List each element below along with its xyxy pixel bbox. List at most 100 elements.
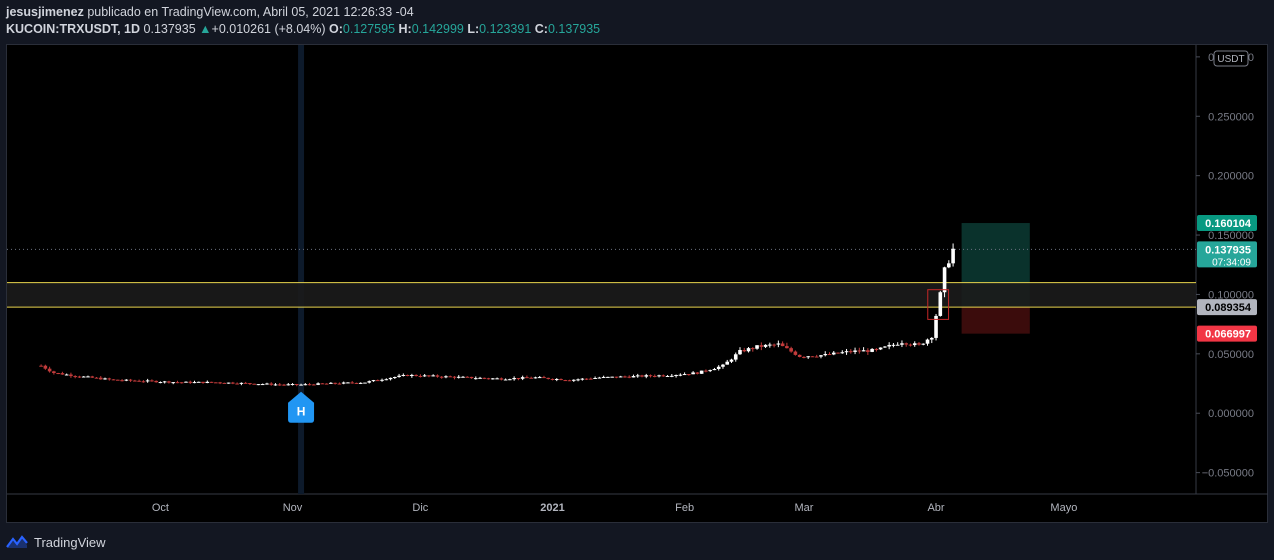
event-marker-label: H xyxy=(297,405,306,419)
candle xyxy=(836,352,840,354)
candle-body xyxy=(214,382,218,384)
candle-body xyxy=(103,378,107,380)
x-axis: Oct Nov Dic 2021 Feb Mar Abr Mayo xyxy=(152,502,1077,514)
candle-body xyxy=(546,377,551,379)
candle xyxy=(580,378,585,381)
candle xyxy=(286,382,291,386)
candle-body xyxy=(320,383,325,385)
candle-body xyxy=(883,346,887,348)
candle-body xyxy=(393,377,397,379)
candle-body xyxy=(891,344,896,346)
high-label: H: xyxy=(398,22,412,36)
candle-body xyxy=(231,382,235,384)
candle xyxy=(840,350,845,354)
candle xyxy=(184,381,188,383)
candle-body xyxy=(763,344,768,347)
candle-body xyxy=(840,352,845,354)
candle xyxy=(712,367,717,371)
candle-body xyxy=(154,380,158,383)
candle-body xyxy=(657,375,661,377)
candle xyxy=(116,379,120,381)
candle-body xyxy=(414,374,418,376)
candle xyxy=(60,371,65,375)
candle xyxy=(367,380,372,384)
candle-body xyxy=(802,356,806,358)
candle-body xyxy=(90,376,95,378)
candle xyxy=(542,375,546,379)
candle-body xyxy=(520,377,525,379)
candle xyxy=(196,381,201,383)
candle xyxy=(384,378,389,381)
candle xyxy=(303,383,308,386)
candle xyxy=(226,382,231,384)
candle xyxy=(942,266,947,298)
candle xyxy=(627,375,632,379)
candle xyxy=(111,379,116,381)
candle-body xyxy=(184,381,188,383)
candle-body xyxy=(682,374,687,376)
y-axis[interactable]: 0.3000000.2500000.2000000.1500000.100000… xyxy=(1196,50,1254,480)
candle-body xyxy=(529,377,533,379)
candle xyxy=(201,381,205,384)
candle-body xyxy=(456,376,461,378)
candle-body xyxy=(73,376,77,378)
candle-body xyxy=(363,382,367,384)
candle xyxy=(635,373,640,378)
candle xyxy=(921,343,926,346)
x-tick-label: Nov xyxy=(283,502,303,514)
candle xyxy=(925,338,930,346)
candle xyxy=(209,381,214,383)
candle-body xyxy=(836,352,840,354)
candle-body xyxy=(299,384,303,386)
candle-body xyxy=(205,381,210,383)
candle-body xyxy=(512,378,516,380)
candle-body xyxy=(273,384,278,386)
ohlc-line: KUCOIN:TRXUSDT, 1D 0.137935 ▲+0.010261 (… xyxy=(6,21,600,38)
candle-body xyxy=(567,380,572,382)
candle-body xyxy=(823,354,828,356)
candle-body xyxy=(47,368,52,372)
candle xyxy=(844,348,849,355)
range-band xyxy=(7,282,1196,308)
candle-body xyxy=(938,292,943,316)
candle xyxy=(69,372,73,378)
publish-line: jesusjimenez publicado en TradingView.co… xyxy=(6,4,600,21)
candle xyxy=(618,375,623,378)
candle-body xyxy=(678,374,683,376)
candle xyxy=(567,379,572,382)
candle xyxy=(576,378,580,382)
candle xyxy=(64,373,69,376)
candle xyxy=(307,382,312,386)
author-name[interactable]: jesusjimenez xyxy=(6,5,84,19)
candle-body xyxy=(371,380,376,382)
candle-body xyxy=(192,382,197,384)
candle-body xyxy=(542,377,546,379)
candle-body xyxy=(610,376,614,378)
candle-body xyxy=(107,378,112,380)
footer-brand[interactable]: TradingView xyxy=(34,534,106,550)
candle xyxy=(682,372,687,376)
candle xyxy=(520,375,525,381)
candle-body xyxy=(350,382,354,384)
candle-body xyxy=(39,365,43,367)
candle xyxy=(763,344,768,349)
candle-body xyxy=(648,375,653,377)
candle-body xyxy=(179,382,184,384)
candle xyxy=(162,380,167,384)
candle xyxy=(687,374,691,376)
candle xyxy=(733,352,738,362)
candle-body xyxy=(866,350,870,352)
candle xyxy=(746,347,751,353)
candle xyxy=(98,376,103,380)
candle-body xyxy=(307,384,312,386)
candle xyxy=(870,348,874,353)
candle-body xyxy=(861,350,866,352)
candle-body xyxy=(614,376,619,378)
open-label: O: xyxy=(329,22,343,36)
candle-body xyxy=(81,376,86,378)
candle-body xyxy=(580,378,585,380)
candle xyxy=(516,378,521,381)
candle xyxy=(772,343,776,348)
candle xyxy=(810,356,815,358)
